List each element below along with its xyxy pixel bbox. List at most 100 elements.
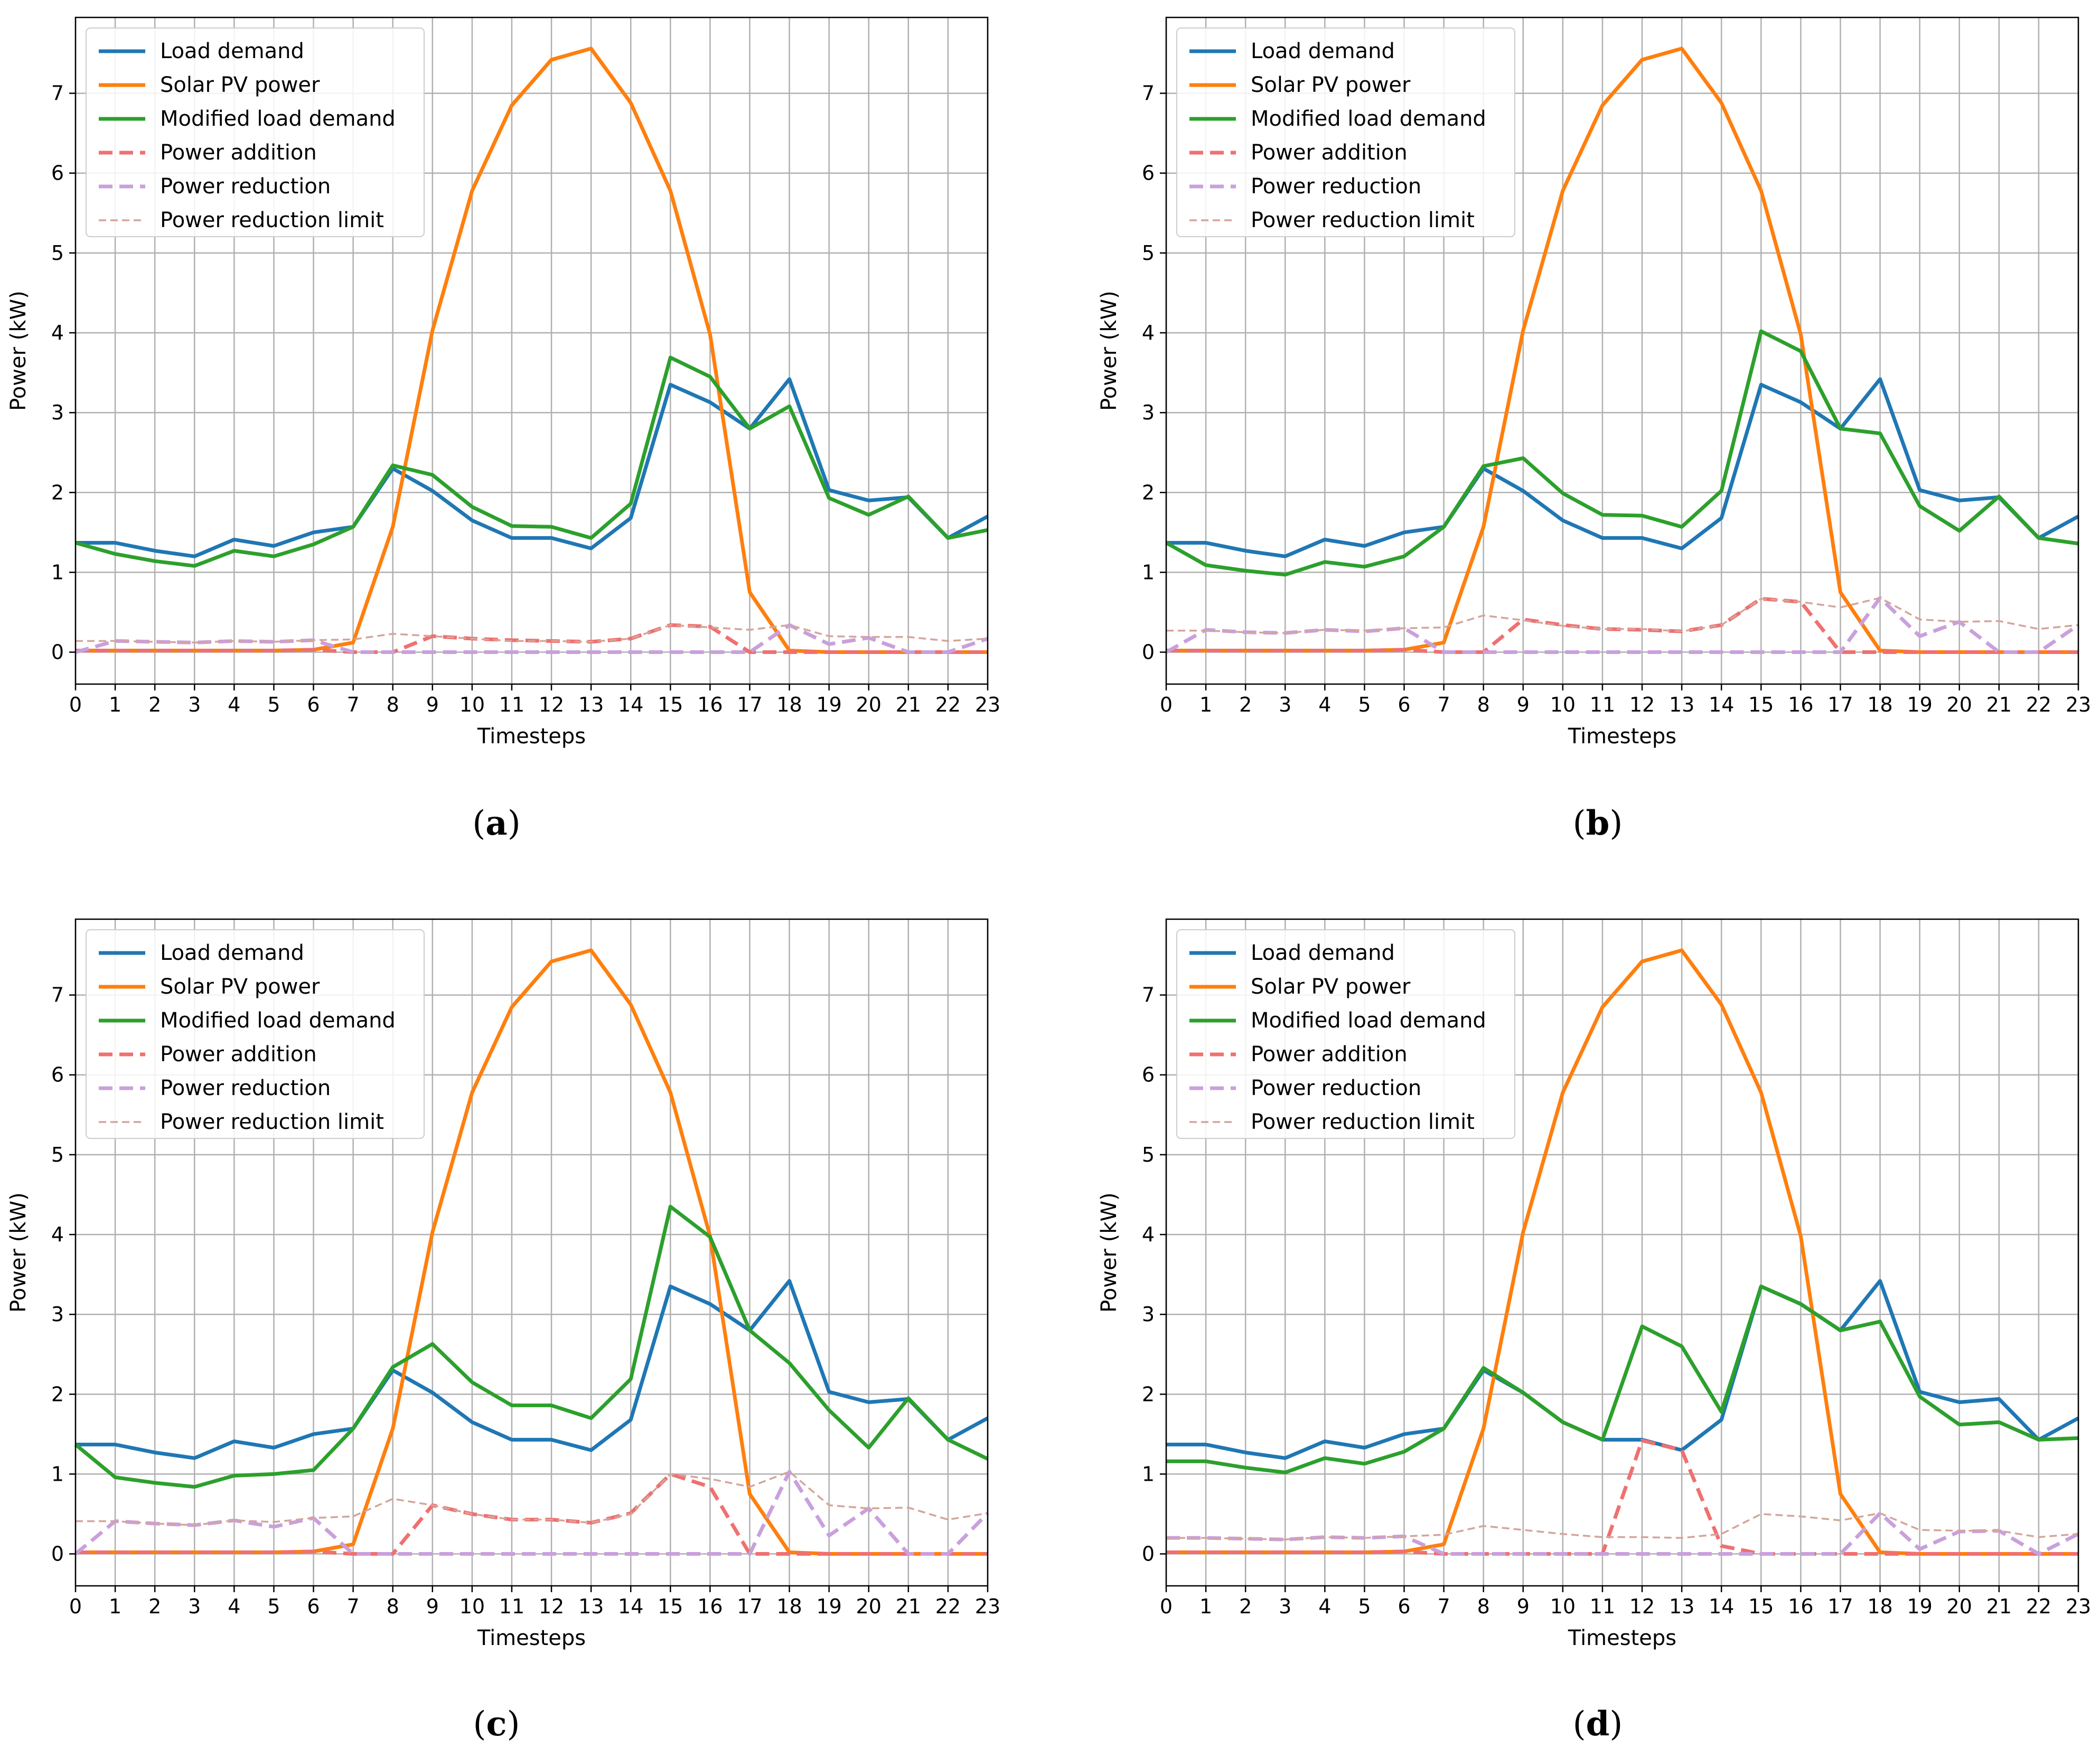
series-line-power-reduction-limit xyxy=(1166,597,2079,634)
series-line-load-demand xyxy=(76,1279,989,1460)
x-tick-label: 2 xyxy=(1239,693,1252,716)
x-tick-label: 8 xyxy=(1477,1595,1490,1618)
legend-label: Power reduction limit xyxy=(160,208,384,232)
y-tick-label: 3 xyxy=(1142,1303,1155,1326)
y-tick-label: 6 xyxy=(51,162,64,185)
plot-frame xyxy=(1165,918,2079,1587)
series-lines xyxy=(1165,46,2079,654)
series-line-power-reduction xyxy=(1165,596,2079,654)
caption-paren-open: ( xyxy=(472,804,485,843)
x-tick-label: 17 xyxy=(737,693,762,716)
chart-panel-d: 0 1 2 3 4 5 6 7 8 9 10 11 12 13 14 15 16 17 18 19 20 21 22 2301… xyxy=(1097,918,2091,1744)
x-tick-label: 13 xyxy=(1669,693,1694,716)
y-axis-ticks: 0 1 2 3 4 5 6 7 xyxy=(1142,984,1166,1566)
x-tick-label: 21 xyxy=(896,693,921,716)
x-tick-label: 3 xyxy=(188,1595,201,1618)
chart-panel-b: 0 1 2 3 4 5 6 7 8 9 10 11 12 13 14 15 16 17 18 19 20 21 22 2301… xyxy=(1097,16,2091,843)
y-tick-label: 4 xyxy=(51,321,64,344)
x-tick-label: 20 xyxy=(1947,1595,1972,1618)
y-axis-title: Power (kW) xyxy=(6,291,31,411)
x-tick-label: 15 xyxy=(658,693,683,716)
series-line-power-reduction-limit xyxy=(76,624,988,644)
panel-caption: (d) xyxy=(1573,1704,1623,1744)
caption-letter: c xyxy=(486,1704,507,1744)
y-tick-label: 5 xyxy=(51,1143,64,1166)
x-tick-label: 9 xyxy=(1517,693,1530,716)
series-line-power-reduction xyxy=(75,623,989,654)
x-tick-label: 7 xyxy=(1438,1595,1450,1618)
legend-label: Power addition xyxy=(160,141,317,165)
y-tick-label: 5 xyxy=(1142,241,1155,265)
x-tick-label: 8 xyxy=(387,1595,399,1618)
x-tick-label: 15 xyxy=(658,1595,683,1618)
x-tick-label: 18 xyxy=(1867,1595,1892,1618)
x-axis-ticks: 0 1 2 3 4 5 6 7 8 9 10 11 12 13 14 15 16 17 18 19 20 21 22 23 xyxy=(1160,1586,2091,1618)
plot-frame xyxy=(1165,16,2079,685)
x-tick-label: 10 xyxy=(1550,693,1576,716)
y-tick-label: 5 xyxy=(1142,1143,1155,1166)
x-tick-label: 16 xyxy=(1788,693,1813,716)
x-tick-label: 3 xyxy=(188,693,201,716)
legend-label: Solar PV power xyxy=(1251,975,1411,999)
x-axis-title: Timesteps xyxy=(1568,1626,1676,1650)
y-tick-label: 0 xyxy=(51,641,64,664)
y-tick-label: 1 xyxy=(51,1462,64,1485)
y-tick-label: 4 xyxy=(51,1223,64,1246)
x-tick-label: 4 xyxy=(228,1595,240,1618)
y-axis-ticks: 0 1 2 3 4 5 6 7 xyxy=(1142,82,1166,664)
x-axis-title: Timesteps xyxy=(477,1626,586,1650)
y-axis-ticks: 0 1 2 3 4 5 6 7 xyxy=(51,82,76,664)
legend-label: Solar PV power xyxy=(160,975,320,999)
x-tick-label: 20 xyxy=(856,1595,882,1618)
x-tick-label: 21 xyxy=(896,1595,921,1618)
x-tick-label: 12 xyxy=(539,1595,564,1618)
legend-label: Load demand xyxy=(160,39,304,63)
x-tick-label: 7 xyxy=(1438,693,1450,716)
x-tick-label: 5 xyxy=(1358,693,1371,716)
chart-panel-c: 0 1 2 3 4 5 6 7 8 9 10 11 12 13 14 15 16 17 18 19 20 21 22 2301… xyxy=(6,918,1000,1744)
legend-label: Power reduction limit xyxy=(1251,208,1475,232)
x-tick-label: 1 xyxy=(109,1595,121,1618)
legend-label: Load demand xyxy=(1251,39,1395,63)
x-tick-label: 21 xyxy=(1986,693,2012,716)
x-tick-label: 23 xyxy=(2066,1595,2091,1618)
caption-paren-close: ) xyxy=(508,804,521,843)
x-tick-label: 2 xyxy=(1239,1595,1252,1618)
x-axis-title: Timesteps xyxy=(477,724,586,749)
x-tick-label: 9 xyxy=(426,693,439,716)
x-tick-label: 10 xyxy=(460,1595,485,1618)
y-tick-label: 0 xyxy=(1142,1543,1155,1566)
y-axis-title: Power (kW) xyxy=(6,1192,31,1313)
x-tick-label: 6 xyxy=(1398,693,1410,716)
legend: Load demand Solar PV power Modified load d… xyxy=(86,929,425,1139)
chart-panel-a: 0 1 2 3 4 5 6 7 8 9 10 11 12 13 14 15 16 17 18 19 20 21 22 2301… xyxy=(6,16,1000,843)
series-line-power-reduction xyxy=(74,1470,989,1556)
series-line-power-addition xyxy=(1166,1438,2078,1556)
x-tick-label: 0 xyxy=(69,693,82,716)
x-tick-label: 19 xyxy=(1907,1595,1932,1618)
series-line-power-addition xyxy=(76,1472,988,1556)
x-tick-label: 15 xyxy=(1748,1595,1774,1618)
x-tick-label: 6 xyxy=(1398,1595,1410,1618)
series-lines xyxy=(75,46,989,654)
legend-label: Load demand xyxy=(160,941,304,965)
y-tick-label: 7 xyxy=(51,984,64,1007)
legend-label: Power reduction limit xyxy=(1251,1110,1475,1134)
x-tick-label: 16 xyxy=(1788,1595,1813,1618)
series-lines xyxy=(74,948,989,1556)
legend-label: Power reduction xyxy=(1251,174,1421,199)
legend-label: Power addition xyxy=(1251,141,1408,165)
x-tick-label: 13 xyxy=(578,693,604,716)
x-tick-label: 9 xyxy=(426,1595,439,1618)
series-line-load-demand xyxy=(1166,377,2079,558)
x-tick-label: 12 xyxy=(539,693,564,716)
x-axis-ticks: 0 1 2 3 4 5 6 7 8 9 10 11 12 13 14 15 16 17 18 19 20 21 22 23 xyxy=(69,1586,1000,1618)
x-tick-label: 22 xyxy=(935,1595,961,1618)
x-tick-label: 20 xyxy=(1947,693,1972,716)
caption-paren-close: ) xyxy=(1609,1705,1623,1744)
y-tick-label: 7 xyxy=(1142,82,1155,105)
x-tick-label: 0 xyxy=(1160,693,1173,716)
x-tick-label: 4 xyxy=(228,693,240,716)
panel-caption: (b) xyxy=(1573,803,1623,843)
y-tick-label: 4 xyxy=(1142,321,1155,344)
